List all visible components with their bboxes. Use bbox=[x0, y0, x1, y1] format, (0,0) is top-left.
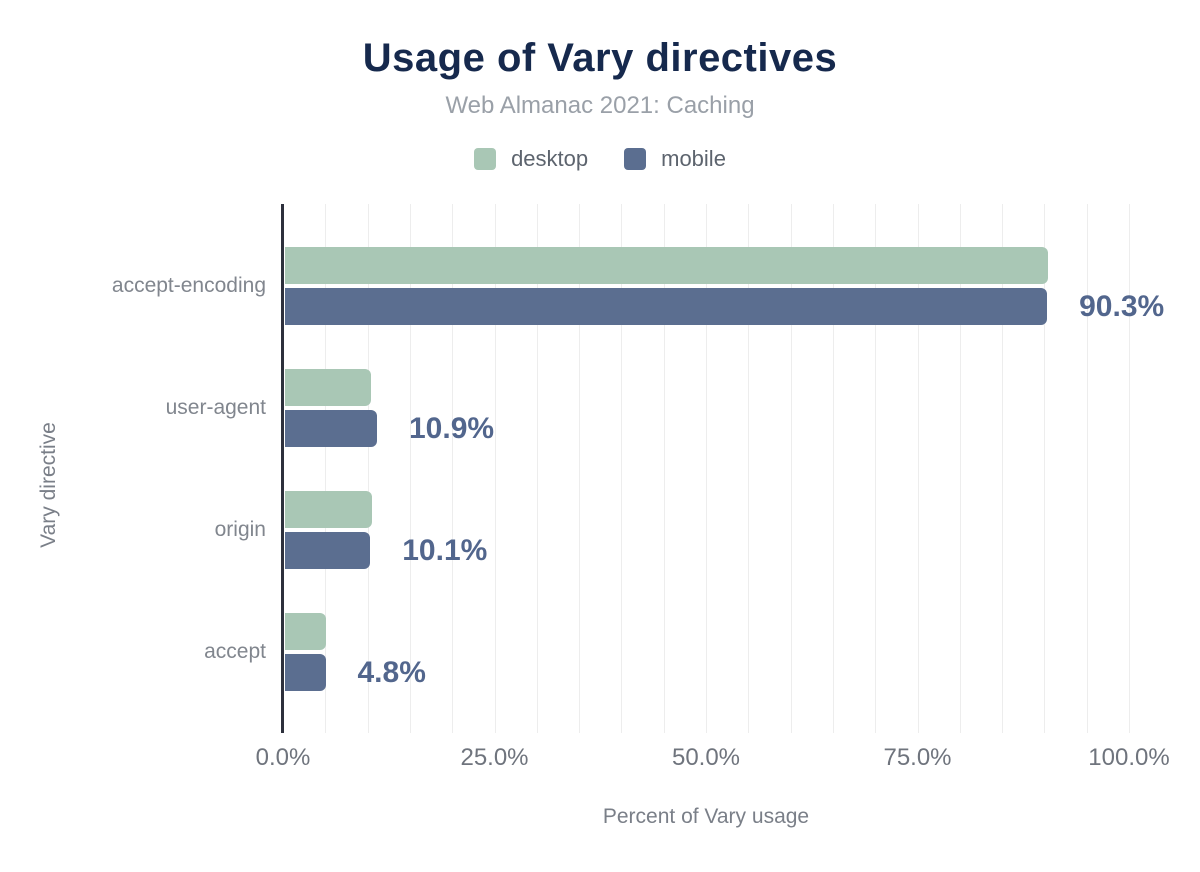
data-label-accept: 4.8% bbox=[357, 656, 426, 689]
legend-swatch-mobile bbox=[624, 148, 647, 170]
x-tick-50pct: 50.0% bbox=[671, 744, 741, 771]
legend-swatch-desktop bbox=[474, 148, 497, 170]
gridline-90pct bbox=[1044, 204, 1046, 733]
chart-title: Usage of Vary directives bbox=[362, 36, 838, 80]
gridline-45pct bbox=[663, 204, 665, 733]
gridline-80pct bbox=[959, 204, 961, 733]
category-label-origin: origin bbox=[214, 518, 266, 541]
gridline-50pct bbox=[706, 204, 707, 733]
gridline-30pct bbox=[536, 204, 538, 733]
legend-label: desktop bbox=[511, 146, 589, 171]
bar-desktop-accept bbox=[285, 613, 327, 650]
bar-mobile-accept bbox=[285, 654, 326, 691]
plot-area: 90.3% 10.9% 10.1% 4.8% bbox=[281, 204, 1164, 733]
y-axis-title: Vary directive bbox=[37, 422, 60, 548]
gridline-60pct bbox=[790, 204, 792, 733]
gridline-70pct bbox=[875, 204, 877, 733]
legend: desktop mobile bbox=[0, 146, 1200, 172]
legend-item-desktop: desktop bbox=[474, 146, 588, 172]
legend-label: mobile bbox=[661, 146, 726, 171]
x-tick-75pct: 75.0% bbox=[883, 744, 952, 771]
category-label-user-agent: user-agent bbox=[165, 396, 266, 419]
gridline-15pct bbox=[409, 204, 411, 733]
bar-mobile-origin bbox=[285, 532, 371, 569]
gridline-100pct bbox=[1129, 204, 1130, 733]
bar-desktop-origin bbox=[285, 491, 372, 528]
bar-desktop-user-agent bbox=[285, 369, 372, 406]
gridline-5pct bbox=[325, 204, 327, 733]
gridline-10pct bbox=[367, 204, 369, 733]
x-tick-100pct: 100.0% bbox=[1088, 744, 1170, 771]
bar-desktop-accept-encoding bbox=[285, 247, 1048, 284]
x-tick-0pct: 0.0% bbox=[255, 744, 311, 771]
chart-subtitle: Web Almanac 2021: Caching bbox=[445, 92, 755, 119]
category-label-accept: accept bbox=[204, 640, 266, 663]
bar-mobile-user-agent bbox=[285, 410, 377, 447]
gridline-40pct bbox=[621, 204, 623, 733]
gridline-95pct bbox=[1086, 204, 1088, 733]
data-label-origin: 10.1% bbox=[402, 534, 488, 567]
bar-mobile-accept-encoding bbox=[285, 288, 1048, 325]
gridline-25pct bbox=[494, 204, 496, 733]
gridline-20pct bbox=[452, 204, 454, 733]
bars-area: 90.3% 10.9% 10.1% 4.8% bbox=[285, 204, 1164, 733]
x-axis-title: Percent of Vary usage bbox=[602, 805, 810, 828]
data-label-accept-encoding: 90.3% bbox=[1079, 290, 1165, 323]
category-label-accept-encoding: accept-encoding bbox=[111, 274, 266, 297]
gridline-55pct bbox=[748, 204, 750, 733]
legend-item-mobile: mobile bbox=[624, 146, 726, 172]
y-axis-line bbox=[281, 204, 284, 733]
gridline-85pct bbox=[1002, 204, 1004, 733]
gridline-35pct bbox=[579, 204, 581, 733]
gridline-65pct bbox=[832, 204, 834, 733]
gridline-75pct bbox=[917, 204, 919, 733]
data-label-user-agent: 10.9% bbox=[408, 412, 495, 445]
x-tick-25pct: 25.0% bbox=[460, 744, 529, 771]
